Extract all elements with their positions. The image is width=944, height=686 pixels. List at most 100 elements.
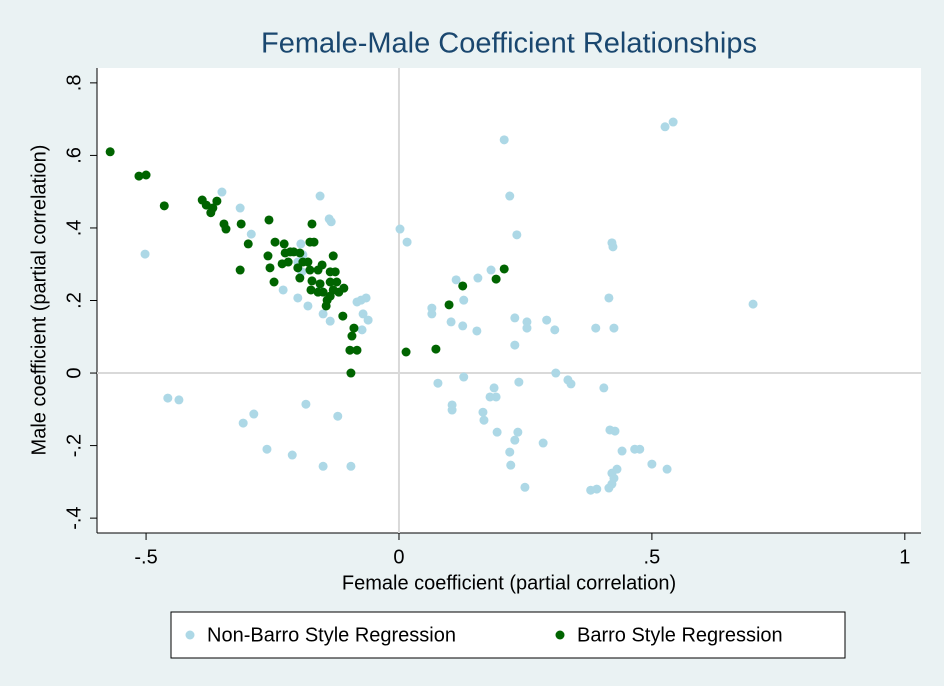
point: [265, 263, 275, 273]
y-tick-label: .8: [63, 75, 85, 92]
point: [278, 285, 288, 295]
y-tick-label: .2: [63, 292, 85, 309]
point: [246, 229, 256, 239]
point: [513, 427, 523, 437]
point: [206, 208, 216, 218]
point: [510, 313, 520, 323]
point: [612, 464, 622, 474]
y-axis-title: Male coefficient (partial correlation): [28, 145, 50, 456]
point: [458, 321, 468, 331]
point: [446, 317, 456, 327]
point: [141, 170, 151, 180]
point: [459, 372, 469, 382]
point: [542, 315, 552, 325]
point: [318, 309, 328, 319]
point: [345, 345, 355, 355]
y-tick-label: .4: [63, 220, 85, 237]
point: [510, 340, 520, 350]
point: [249, 409, 259, 419]
legend: [170, 611, 846, 659]
point: [318, 461, 328, 471]
point: [617, 446, 627, 456]
point: [660, 122, 670, 132]
point: [591, 323, 601, 333]
point: [433, 378, 443, 388]
point: [491, 274, 501, 284]
point: [505, 191, 515, 201]
point: [522, 323, 532, 333]
chart-title: Female-Male Coefficient Relationships: [261, 28, 757, 60]
legend-marker: [555, 630, 565, 640]
point: [349, 323, 359, 333]
point: [339, 283, 349, 293]
point: [293, 293, 303, 303]
point: [485, 392, 495, 402]
point: [479, 415, 489, 425]
point: [105, 147, 115, 157]
point: [307, 219, 317, 229]
legend-label: Non-Barro Style Regression: [207, 624, 456, 646]
point: [635, 444, 645, 454]
point: [325, 277, 335, 287]
point: [328, 251, 338, 261]
point: [361, 293, 371, 303]
point: [447, 405, 457, 415]
point: [512, 230, 522, 240]
point: [599, 383, 609, 393]
point: [303, 301, 313, 311]
point: [499, 264, 509, 274]
point: [269, 277, 279, 287]
point: [293, 263, 303, 273]
x-axis-title: Female coefficient (partial correlation): [342, 572, 676, 594]
point: [306, 285, 316, 295]
x-tick-label: 1: [899, 546, 910, 568]
point: [401, 347, 411, 357]
point: [307, 276, 317, 286]
y-tick-label: .6: [63, 147, 85, 164]
point: [444, 300, 454, 310]
point: [472, 326, 482, 336]
point: [217, 187, 227, 197]
point: [243, 239, 253, 249]
point: [315, 279, 325, 289]
point: [506, 460, 516, 470]
point: [347, 331, 357, 341]
point: [264, 215, 274, 225]
point: [551, 368, 561, 378]
point: [604, 483, 614, 493]
point: [604, 293, 614, 303]
y-tick-label: 0: [63, 367, 85, 378]
point: [262, 444, 272, 454]
point: [395, 224, 405, 234]
point: [363, 315, 373, 325]
point: [305, 265, 315, 275]
point: [317, 260, 327, 270]
point: [520, 482, 530, 492]
point: [301, 399, 311, 409]
point: [492, 427, 502, 437]
point: [499, 135, 509, 145]
point: [296, 239, 306, 249]
point: [346, 461, 356, 471]
point: [330, 267, 340, 277]
point: [609, 323, 619, 333]
point: [566, 379, 576, 389]
point: [662, 464, 672, 474]
point: [235, 265, 245, 275]
point: [668, 117, 678, 127]
point: [315, 191, 325, 201]
point: [318, 287, 328, 297]
point: [321, 301, 331, 311]
point: [608, 242, 618, 252]
point: [295, 273, 305, 283]
point: [522, 317, 532, 327]
point: [550, 325, 560, 335]
point: [303, 257, 313, 267]
point: [174, 395, 184, 405]
y-tick-label: -.4: [63, 506, 85, 529]
point: [352, 345, 362, 355]
point: [287, 450, 297, 460]
point: [610, 426, 620, 436]
y-tick-label: -.2: [63, 434, 85, 457]
point: [510, 435, 520, 445]
